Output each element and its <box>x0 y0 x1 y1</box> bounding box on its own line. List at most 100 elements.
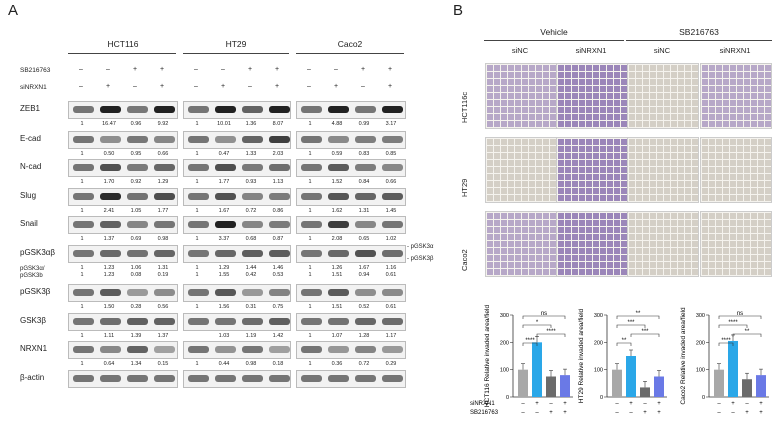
bar <box>612 369 622 397</box>
x-sign-si: – <box>549 401 553 407</box>
band-quant: 1.07 <box>331 333 343 339</box>
blot-band <box>154 346 175 353</box>
blot-band <box>382 289 403 296</box>
blot-band <box>328 221 349 228</box>
band-quant: 1.62 <box>331 208 343 214</box>
sig-bracket <box>616 342 632 346</box>
band-quant: 1.52 <box>331 179 343 185</box>
invasion-image <box>627 211 699 277</box>
x-sign-si: + <box>535 401 539 407</box>
blot-band <box>100 106 121 113</box>
blot-band <box>242 250 263 257</box>
band-quant: 1 <box>195 361 199 367</box>
chart-ylabel: HCT116 Relative invaded area/field <box>484 305 491 408</box>
sig-label: ** <box>636 311 641 317</box>
blot-band <box>355 289 376 296</box>
blot-band <box>154 136 175 143</box>
sig-bracket <box>732 333 762 337</box>
invasion-image <box>556 211 628 277</box>
band-quant: 1.31 <box>157 265 169 271</box>
blot-band <box>269 136 290 143</box>
x-sign-sb: – <box>535 410 539 416</box>
band-quant-2: 0.42 <box>245 272 257 278</box>
blot-band <box>301 221 322 228</box>
bar <box>560 375 570 397</box>
blot-strip <box>68 159 178 177</box>
band-quant: 0.98 <box>245 361 257 367</box>
band-quant: 1.06 <box>130 265 142 271</box>
bar <box>728 340 738 397</box>
band-quant: 1.45 <box>385 208 397 214</box>
blot-band <box>100 193 121 200</box>
sig-label: **** <box>546 329 556 335</box>
sig-bracket <box>718 342 734 346</box>
band-quant: 0.29 <box>385 361 397 367</box>
x-sign-sb: – <box>615 410 619 416</box>
band-quant: 1.70 <box>103 179 115 185</box>
band-quant: 16.47 <box>102 121 116 127</box>
blot-band <box>73 221 94 228</box>
blot-band <box>188 221 209 228</box>
band-quant: 1 <box>195 304 199 310</box>
pgsk-ratio-label: pGSK3b <box>20 273 43 279</box>
band-quant: 1.67 <box>358 265 370 271</box>
band-quant: 1.28 <box>358 333 370 339</box>
blot-row-label: E-cad <box>20 134 41 143</box>
column-label: siNC <box>511 46 529 55</box>
blot-band <box>154 289 175 296</box>
band-quant: 0.66 <box>157 151 169 157</box>
blot-strip <box>68 370 178 388</box>
blot-strip <box>68 131 178 149</box>
blot-strip <box>296 159 406 177</box>
blot-band <box>100 221 121 228</box>
blot-band <box>215 346 236 353</box>
band-quant: 1 <box>80 121 84 127</box>
band-quant: 1 <box>308 121 312 127</box>
band-quant: 1 <box>80 361 84 367</box>
band-quant: 0.56 <box>157 304 169 310</box>
blot-strip <box>183 370 291 388</box>
blot-band <box>188 250 209 257</box>
band-quant: 1.19 <box>245 333 257 339</box>
band-quant: 0.96 <box>130 121 142 127</box>
band-quant: 1 <box>80 333 84 339</box>
sig-label: ** <box>622 338 627 344</box>
band-quant-2: 1 <box>80 272 84 278</box>
y-tick-label: 300 <box>594 313 603 319</box>
bar <box>654 376 664 397</box>
blot-band <box>73 346 94 353</box>
column-label: siNC <box>653 46 671 55</box>
blot-band <box>242 346 263 353</box>
x-sign-sb: + <box>759 410 763 416</box>
bar <box>546 376 556 397</box>
blot-strip <box>296 188 406 206</box>
blot-band <box>127 221 148 228</box>
pgsk-ratio-label: pGSK3α/ <box>20 266 45 272</box>
bar <box>626 356 636 397</box>
band-quant: 1 <box>195 265 199 271</box>
band-quant-2: 1.55 <box>218 272 230 278</box>
blot-band <box>127 106 148 113</box>
band-quant: 1.77 <box>218 179 230 185</box>
blot-band <box>215 375 236 382</box>
sb-sign: + <box>132 66 138 73</box>
x-sign-si: + <box>563 401 567 407</box>
x-sign-si: – <box>643 401 647 407</box>
blot-strip <box>183 188 291 206</box>
band-quant: 1 <box>195 208 199 214</box>
vehicle-underline <box>484 40 624 41</box>
sb-sign: – <box>334 66 338 73</box>
sig-bracket <box>718 324 748 328</box>
band-quant: 0.36 <box>331 361 343 367</box>
blot-strip <box>296 101 406 119</box>
blot-strip <box>68 313 178 331</box>
bar <box>756 375 766 397</box>
band-quant: 1 <box>308 265 312 271</box>
band-quant: 1 <box>80 208 84 214</box>
si-sign: – <box>361 83 365 90</box>
blot-band <box>355 250 376 257</box>
blot-strip <box>68 101 178 119</box>
group-sb216763: SB216763 <box>679 27 719 37</box>
sig-bracket <box>616 315 660 319</box>
band-quant: 0.98 <box>157 236 169 242</box>
